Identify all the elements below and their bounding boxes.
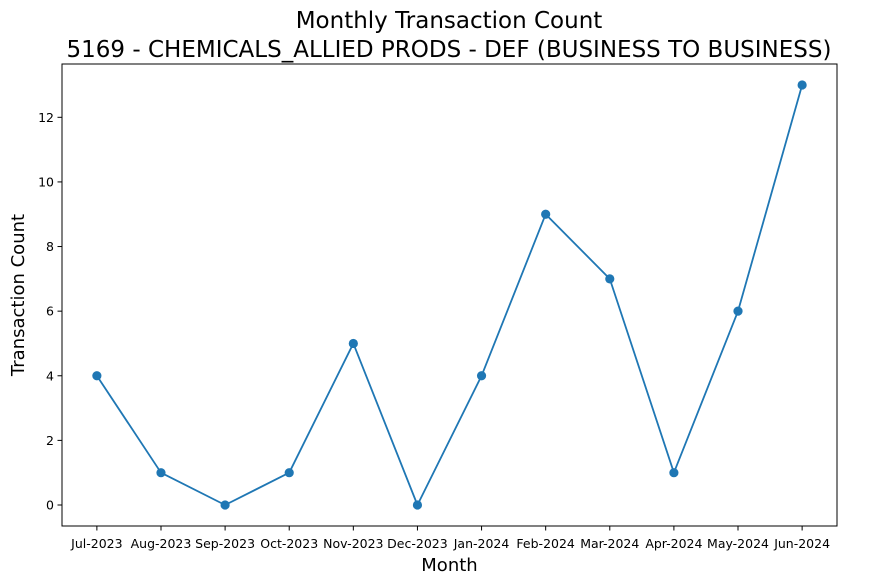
series-transaction-count bbox=[92, 80, 807, 510]
x-axis: Jul-2023 Aug-2023 Sep-2023 Oct-2023 Nov-2023… bbox=[70, 526, 830, 551]
chart-title: Monthly Transaction Count bbox=[296, 8, 603, 34]
x-tick-label: Sep-2023 bbox=[195, 536, 255, 551]
y-tick-label: 2 bbox=[46, 433, 54, 448]
y-tick-label: 6 bbox=[46, 304, 54, 319]
data-point bbox=[348, 338, 358, 349]
x-tick-label: Jul-2023 bbox=[70, 536, 122, 551]
data-point bbox=[797, 80, 807, 90]
x-tick-label: Aug-2023 bbox=[131, 536, 192, 551]
data-point bbox=[605, 274, 615, 284]
x-axis-label: Month bbox=[421, 555, 477, 576]
data-point bbox=[156, 468, 166, 478]
data-point bbox=[733, 306, 743, 316]
data-point bbox=[541, 209, 551, 219]
data-point bbox=[92, 371, 102, 381]
y-axis: 0 2 4 6 8 10 12 bbox=[38, 110, 62, 513]
data-point bbox=[669, 468, 679, 478]
plot-area bbox=[61, 63, 838, 527]
data-point bbox=[476, 371, 487, 381]
data-point bbox=[412, 500, 423, 510]
y-tick-label: 4 bbox=[46, 368, 54, 383]
x-tick-label: Dec-2023 bbox=[387, 536, 448, 551]
x-tick-label: Jan-2024 bbox=[453, 536, 510, 551]
y-tick-label: 10 bbox=[38, 174, 54, 189]
x-tick-label: May-2024 bbox=[707, 536, 769, 551]
plot-frame bbox=[61, 63, 838, 527]
x-tick-label: Mar-2024 bbox=[580, 536, 639, 551]
series-line bbox=[96, 84, 803, 506]
y-axis-label: Transaction Count bbox=[8, 214, 29, 377]
data-point bbox=[284, 468, 294, 478]
y-tick-label: 0 bbox=[46, 498, 54, 513]
x-tick-label: Nov-2023 bbox=[323, 536, 383, 551]
y-tick-label: 8 bbox=[46, 239, 54, 254]
x-tick-label: Apr-2024 bbox=[645, 536, 702, 551]
y-tick-label: 12 bbox=[38, 110, 54, 125]
x-tick-label: Oct-2023 bbox=[260, 536, 318, 551]
chart-subtitle: 5169 - CHEMICALS_ALLIED PRODS - DEF (BUS… bbox=[67, 37, 832, 63]
x-tick-label: Jun-2024 bbox=[773, 536, 830, 551]
data-point bbox=[220, 500, 230, 510]
x-tick-label: Feb-2024 bbox=[516, 536, 575, 551]
